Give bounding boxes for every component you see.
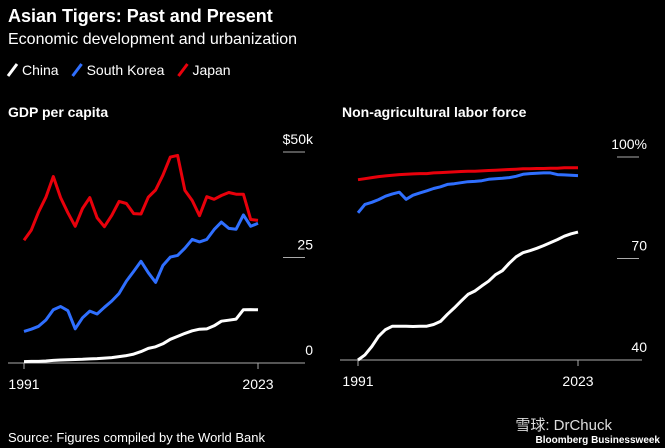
series-line bbox=[23, 308, 259, 364]
publisher: Bloomberg Businessweek bbox=[536, 435, 661, 446]
legend-label: China bbox=[22, 62, 59, 78]
y-tick-label: 0 bbox=[305, 342, 313, 358]
series-line bbox=[357, 166, 578, 182]
panel-title: Non-agricultural labor force bbox=[342, 104, 527, 120]
series-line bbox=[357, 230, 579, 362]
y-tick-label: $50k bbox=[283, 131, 314, 147]
source: Source: Figures compiled by the World Ba… bbox=[8, 430, 265, 445]
series-line bbox=[22, 153, 259, 242]
legend-label: South Korea bbox=[87, 62, 165, 78]
watermark: 雪球: DrChuck bbox=[515, 417, 612, 434]
legend-swatch bbox=[177, 63, 189, 77]
y-tick-label: 70 bbox=[631, 238, 647, 254]
title: Asian Tigers: Past and Present bbox=[8, 6, 273, 26]
y-tick-label: 25 bbox=[297, 237, 313, 253]
panel-title: GDP per capita bbox=[8, 104, 108, 120]
x-tick-label: 2023 bbox=[242, 376, 273, 392]
subtitle: Economic development and urbanization bbox=[8, 31, 297, 48]
series-line bbox=[23, 213, 259, 333]
x-tick-label: 2023 bbox=[562, 373, 593, 389]
legend-swatch bbox=[71, 63, 83, 77]
y-tick-label: 40 bbox=[631, 339, 647, 355]
legend-swatch bbox=[6, 63, 19, 77]
x-tick-label: 1991 bbox=[8, 376, 39, 392]
series-line bbox=[356, 171, 579, 214]
x-tick-label: 1991 bbox=[342, 373, 373, 389]
legend-label: Japan bbox=[192, 62, 230, 78]
y-tick-label: 100% bbox=[611, 136, 647, 152]
